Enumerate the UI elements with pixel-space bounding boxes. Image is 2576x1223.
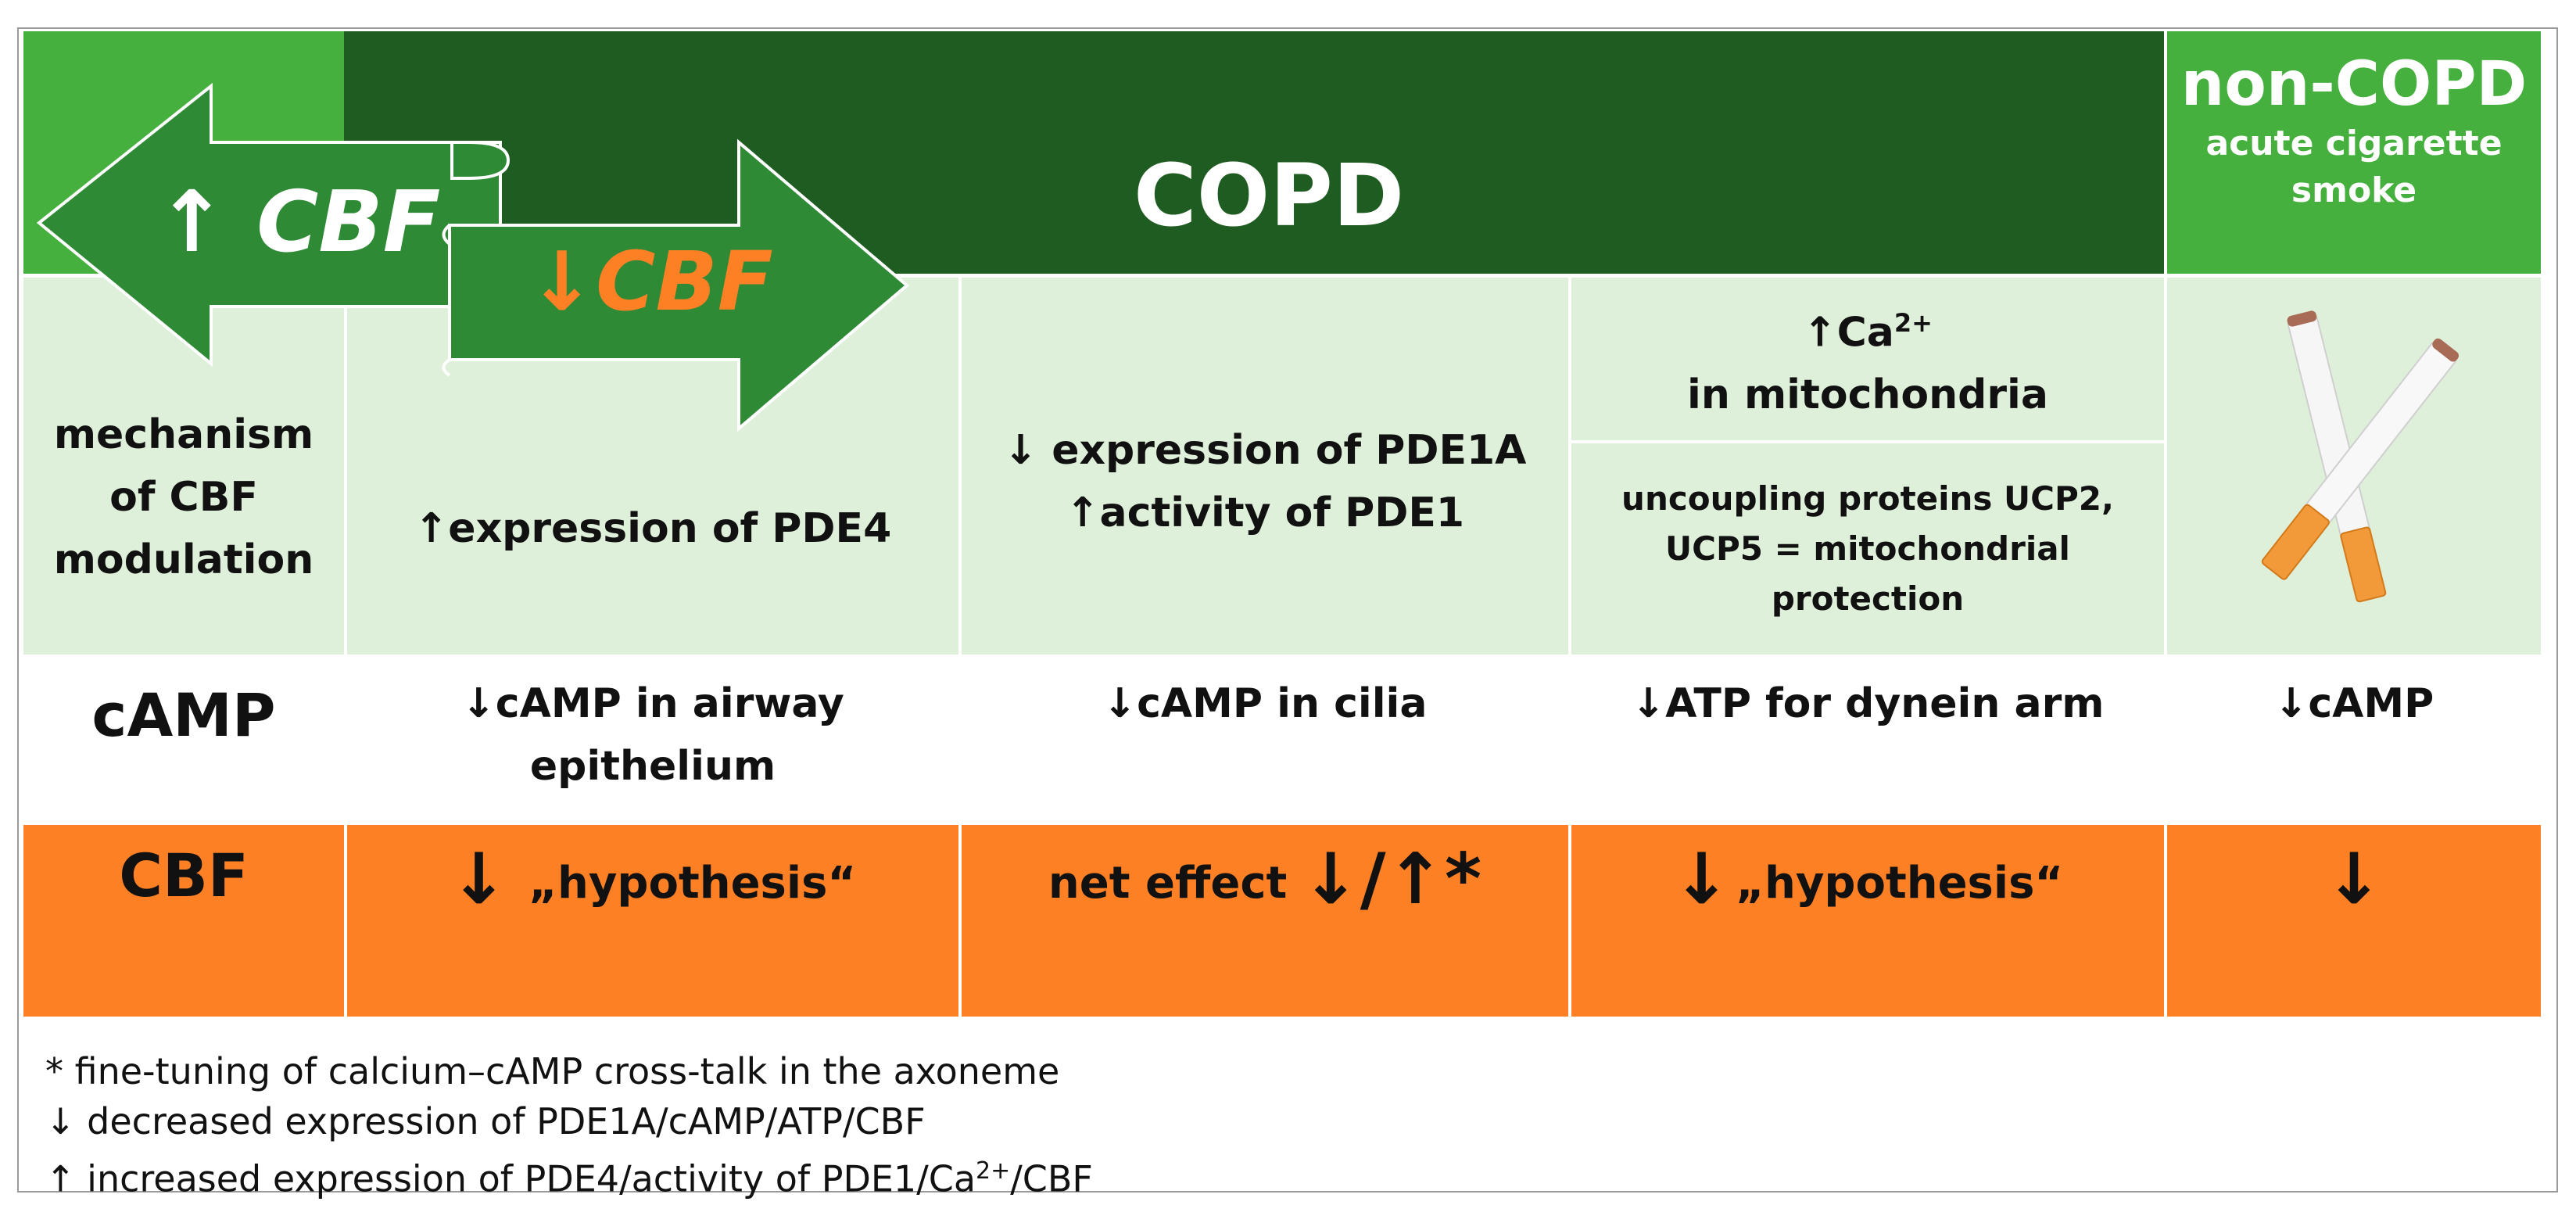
mechanism-col3-bottom: uncoupling proteins UCP2, UCP5 = mitocho… xyxy=(1571,443,2164,655)
noncopd-subtitle-line1: acute cigarette xyxy=(2205,124,2503,163)
camp-col2: ↓cAMP in cilia xyxy=(962,657,1568,825)
mechanism-label-line3: modulation xyxy=(53,536,314,583)
mechanism-label-line1: mechanism xyxy=(53,411,314,458)
cbf-col2: net effect ↓/↑* xyxy=(962,825,1568,1017)
footnote-3-prefix: ↑ increased expression of PDE4/activity … xyxy=(45,1157,976,1200)
header-copd: COPD xyxy=(344,31,2166,274)
cbf-col2-arrows: ↓/↑* xyxy=(1301,838,1482,920)
footnote-3: ↑ increased expression of PDE4/activity … xyxy=(45,1146,1093,1203)
cbf-col3-arrow: ↓ xyxy=(1671,838,1732,920)
mechanism-col2: ↓ expression of PDE1A ↑activity of PDE1 xyxy=(962,278,1568,655)
cbf-col1: ↓ „hypothesis“ xyxy=(347,825,958,1017)
cbf-col3: ↓ „hypothesis“ xyxy=(1571,825,2164,1017)
cbf-arrows-graphic xyxy=(36,82,910,432)
mechanism-col3-top: ↑Ca2+ in mitochondria xyxy=(1571,278,2164,440)
camp-col1-line1: ↓cAMP in airway xyxy=(461,680,844,727)
camp-col4-text: ↓cAMP xyxy=(2273,680,2434,727)
mechanism-col3-top-line1: ↑Ca2+ xyxy=(1803,292,1933,364)
camp-col1: ↓cAMP in airway epithelium xyxy=(347,657,958,825)
arrow-left-label: ↑ CBF xyxy=(156,174,441,271)
cbf-label-cell: CBF xyxy=(23,825,344,1017)
mechanism-col3-bottom-line2: UCP5 = mitochondrial xyxy=(1665,529,2070,568)
divider-v1 xyxy=(344,278,347,1017)
arrow-right-label: ↓CBF xyxy=(528,234,773,329)
camp-label-cell: cAMP xyxy=(23,657,344,825)
divider-v2 xyxy=(958,278,962,1017)
divider-v3 xyxy=(1568,278,1571,1017)
divider-h2 xyxy=(1571,440,2164,443)
footnote-1: * fine-tuning of calcium–cAMP cross-talk… xyxy=(45,1050,1060,1092)
mechanism-label-line2: of CBF xyxy=(109,474,258,521)
cbf-col2-text: net effect xyxy=(1048,858,1288,909)
camp-col3: ↓ATP for dynein arm xyxy=(1571,657,2164,825)
cigarettes-icon xyxy=(2261,310,2460,603)
cbf-col1-text: „hypothesis“ xyxy=(528,858,857,909)
ca-label: ↑Ca xyxy=(1803,309,1894,357)
camp-col3-text: ↓ATP for dynein arm xyxy=(1631,680,2105,727)
camp-col4: ↓cAMP xyxy=(2167,657,2541,825)
footnote-3-sup: 2+ xyxy=(976,1157,1011,1185)
copd-title: COPD xyxy=(1134,145,1405,246)
camp-col1-line2: epithelium xyxy=(529,743,776,790)
mechanism-col1-text: ↑expression of PDE4 xyxy=(414,505,892,552)
cbf-col1-arrow: ↓ xyxy=(449,838,509,920)
camp-col2-text: ↓cAMP in cilia xyxy=(1102,680,1428,727)
noncopd-subtitle-line2: smoke xyxy=(2291,170,2417,210)
cbf-col3-text: „hypothesis“ xyxy=(1736,858,2064,909)
cbf-label: CBF xyxy=(119,841,249,910)
ca-superscript: 2+ xyxy=(1893,307,1933,338)
cbf-col4: ↓ xyxy=(2167,825,2541,1017)
divider-h1 xyxy=(23,274,2541,277)
mechanism-col2-line2: ↑activity of PDE1 xyxy=(1065,490,1465,536)
mechanism-col4 xyxy=(2167,278,2541,655)
mechanism-col2-line1: ↓ expression of PDE1A xyxy=(1003,427,1527,474)
mechanism-col3-bottom-line1: uncoupling proteins UCP2, xyxy=(1621,479,2114,518)
noncopd-title: non-COPD xyxy=(2180,49,2528,120)
cbf-col4-arrow: ↓ xyxy=(2324,838,2384,920)
camp-label: cAMP xyxy=(91,680,276,750)
header-noncopd: non-COPD acute cigarette smoke xyxy=(2167,31,2541,274)
footnote-2: ↓ decreased expression of PDE1A/cAMP/ATP… xyxy=(45,1100,926,1142)
divider-v4 xyxy=(2164,31,2167,1017)
mechanism-col3-bottom-line3: protection xyxy=(1771,579,1965,618)
footnote-3-suffix: /CBF xyxy=(1010,1157,1093,1200)
mechanism-col3-top-line2: in mitochondria xyxy=(1687,371,2048,419)
